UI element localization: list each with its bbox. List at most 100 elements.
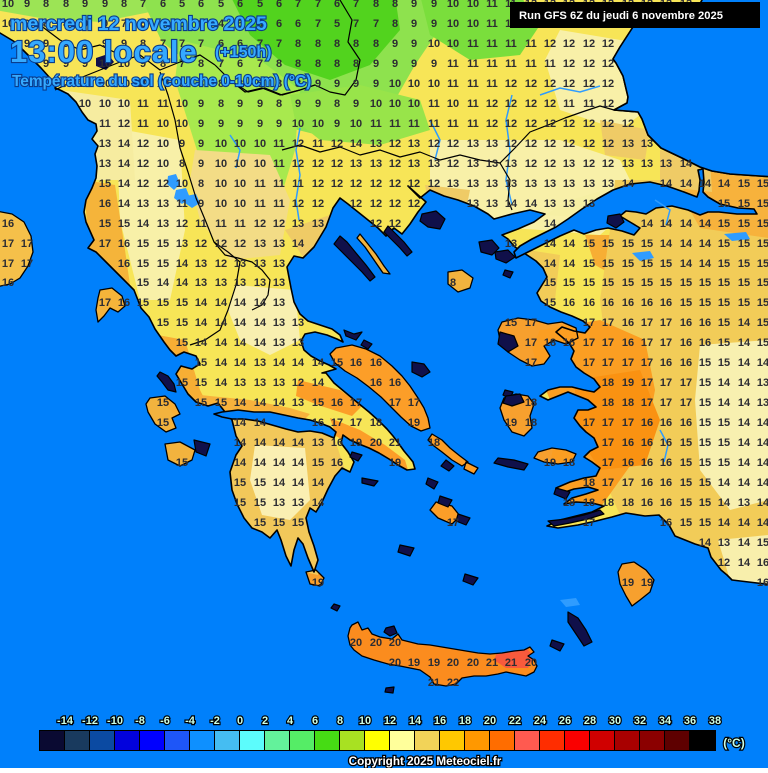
svg-text:8: 8 (373, 38, 379, 50)
svg-text:14: 14 (292, 437, 305, 449)
svg-text:13: 13 (467, 158, 479, 170)
svg-text:14: 14 (680, 218, 693, 230)
svg-text:15: 15 (254, 477, 266, 489)
svg-text:15: 15 (680, 497, 692, 509)
svg-text:14: 14 (409, 715, 422, 727)
svg-text:12: 12 (157, 178, 169, 190)
svg-text:10: 10 (99, 98, 111, 110)
svg-text:7: 7 (198, 38, 204, 50)
svg-text:13: 13 (215, 277, 227, 289)
svg-text:30: 30 (609, 715, 621, 727)
svg-text:12: 12 (447, 158, 459, 170)
svg-text:16: 16 (660, 477, 672, 489)
svg-text:12: 12 (622, 118, 634, 130)
svg-text:6: 6 (237, 0, 243, 10)
svg-text:15: 15 (757, 337, 768, 349)
svg-text:15: 15 (699, 377, 711, 389)
svg-text:11: 11 (525, 38, 537, 50)
svg-text:14: 14 (738, 317, 751, 329)
svg-text:13: 13 (467, 138, 479, 150)
svg-text:8: 8 (63, 0, 69, 10)
svg-text:13: 13 (176, 238, 188, 250)
svg-text:26: 26 (559, 715, 571, 727)
svg-text:17: 17 (2, 258, 14, 270)
svg-text:11: 11 (447, 58, 459, 70)
svg-text:15: 15 (757, 198, 768, 210)
svg-text:12: 12 (215, 238, 227, 250)
svg-text:15: 15 (699, 357, 711, 369)
svg-text:15: 15 (738, 198, 750, 210)
svg-text:18: 18 (602, 397, 614, 409)
svg-text:17: 17 (622, 357, 634, 369)
svg-text:12: 12 (544, 158, 556, 170)
svg-text:13: 13 (563, 178, 575, 190)
svg-text:15: 15 (718, 457, 730, 469)
svg-text:15: 15 (157, 317, 169, 329)
svg-text:17: 17 (350, 397, 362, 409)
svg-text:9: 9 (373, 58, 379, 70)
svg-text:12: 12 (215, 258, 227, 270)
svg-text:14: 14 (738, 537, 751, 549)
svg-text:7: 7 (315, 18, 321, 30)
svg-text:14: 14 (699, 218, 712, 230)
svg-text:8: 8 (353, 58, 359, 70)
svg-text:11: 11 (176, 198, 188, 210)
svg-text:11: 11 (525, 58, 537, 70)
svg-text:15: 15 (99, 178, 111, 190)
svg-text:11: 11 (447, 118, 459, 130)
svg-text:9: 9 (431, 58, 437, 70)
svg-text:11: 11 (428, 118, 440, 130)
svg-text:9: 9 (257, 98, 263, 110)
svg-text:14: 14 (757, 457, 768, 469)
svg-text:15: 15 (757, 297, 768, 309)
svg-text:6: 6 (312, 715, 318, 727)
svg-text:11: 11 (467, 58, 479, 70)
svg-text:18: 18 (622, 397, 634, 409)
svg-text:13: 13 (622, 138, 634, 150)
svg-text:15: 15 (699, 417, 711, 429)
svg-text:7: 7 (257, 58, 263, 70)
svg-text:13: 13 (273, 297, 285, 309)
svg-text:9: 9 (198, 138, 204, 150)
svg-text:15: 15 (273, 517, 285, 529)
svg-text:14: 14 (273, 457, 286, 469)
svg-text:15: 15 (757, 178, 768, 190)
svg-text:14: 14 (215, 317, 228, 329)
svg-text:12: 12 (563, 78, 575, 90)
svg-text:12: 12 (389, 138, 401, 150)
svg-text:19: 19 (408, 417, 420, 429)
svg-text:14: 14 (176, 277, 189, 289)
svg-text:(+150h): (+150h) (215, 44, 271, 61)
svg-text:7: 7 (373, 18, 379, 30)
svg-text:mercredi 12 novembre 2025: mercredi 12 novembre 2025 (10, 13, 267, 35)
svg-text:16: 16 (641, 417, 653, 429)
svg-text:12: 12 (486, 98, 498, 110)
svg-text:5: 5 (179, 0, 185, 10)
svg-text:9: 9 (353, 98, 359, 110)
svg-text:8: 8 (43, 0, 49, 10)
svg-text:12: 12 (583, 158, 595, 170)
svg-text:15: 15 (757, 238, 768, 250)
svg-text:8: 8 (373, 0, 379, 10)
svg-text:14: 14 (254, 317, 267, 329)
svg-text:16: 16 (699, 337, 711, 349)
svg-text:12: 12 (718, 557, 730, 569)
svg-text:11: 11 (273, 178, 285, 190)
svg-text:15: 15 (738, 218, 750, 230)
svg-text:17: 17 (525, 317, 537, 329)
svg-text:14: 14 (738, 417, 751, 429)
svg-text:15: 15 (641, 258, 653, 270)
svg-text:16: 16 (118, 258, 130, 270)
svg-text:22: 22 (509, 715, 521, 727)
svg-text:14: 14 (738, 517, 751, 529)
svg-text:11: 11 (370, 118, 382, 130)
svg-text:14: 14 (273, 477, 286, 489)
svg-text:15: 15 (718, 238, 730, 250)
svg-text:12: 12 (118, 118, 130, 130)
svg-text:14: 14 (215, 297, 228, 309)
svg-text:14: 14 (234, 357, 247, 369)
svg-text:10: 10 (408, 78, 420, 90)
svg-text:14: 14 (292, 238, 305, 250)
svg-text:12: 12 (583, 138, 595, 150)
svg-text:15: 15 (234, 477, 246, 489)
